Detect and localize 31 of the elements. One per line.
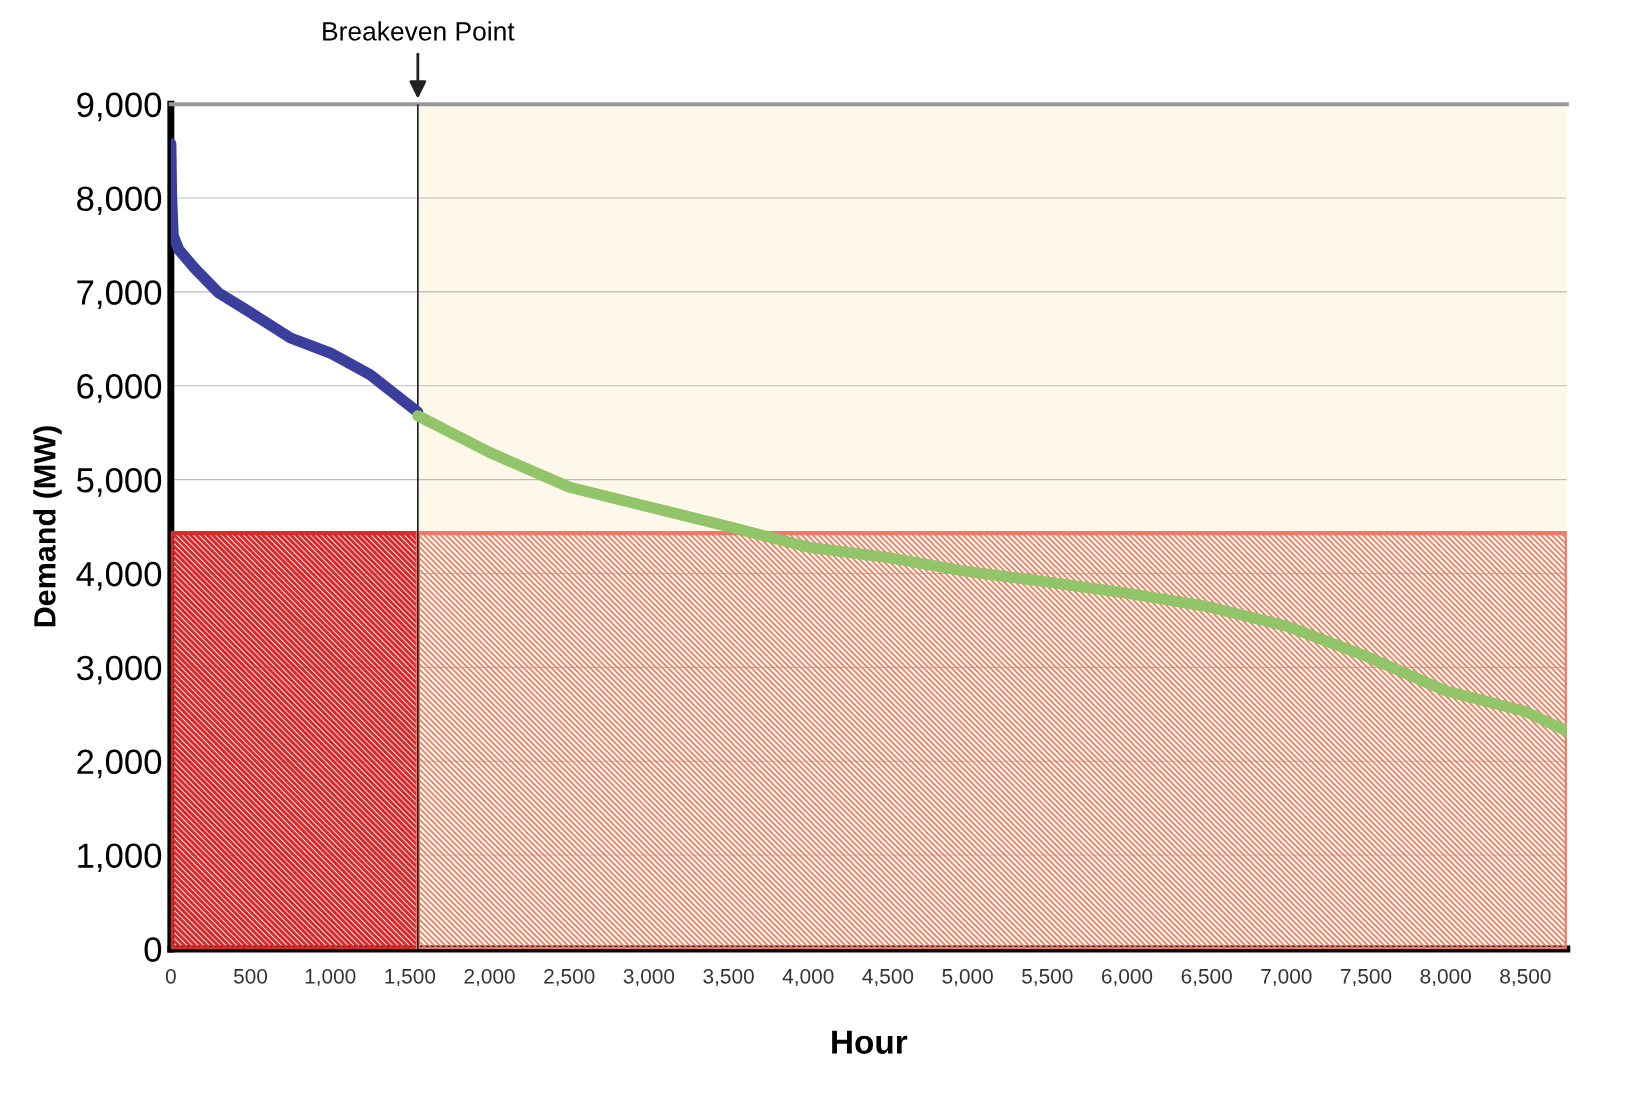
x-tick-label: 3,500 bbox=[703, 968, 754, 987]
y-tick-label: 1,000 bbox=[78, 843, 162, 873]
x-tick-label: 0 bbox=[165, 968, 176, 984]
x-tick-label: 6,500 bbox=[1181, 968, 1232, 987]
x-tick-label: 8,000 bbox=[1420, 968, 1471, 987]
annotation: Breakeven Point bbox=[323, 21, 515, 41]
x-tick-label: 4,000 bbox=[782, 968, 834, 987]
x-tick-label: 5,500 bbox=[1022, 968, 1073, 987]
x-tick-label: 2,500 bbox=[544, 968, 595, 987]
x-tick-label: 5,000 bbox=[942, 968, 993, 987]
y-tick-label: 6,000 bbox=[77, 374, 162, 403]
x-tick-label: 6,000 bbox=[1101, 968, 1153, 987]
y-tick-label: 8,000 bbox=[77, 186, 162, 216]
x-tick-label: 8,500 bbox=[1500, 968, 1551, 987]
y-tick-label: 7,000 bbox=[77, 280, 162, 309]
y-tick-label: 0 bbox=[144, 937, 162, 962]
x-tick-label: 7,500 bbox=[1341, 968, 1392, 987]
x-tick-label: 3,000 bbox=[623, 968, 675, 987]
x-tick-label: 1,500 bbox=[385, 968, 436, 987]
y-tick-label: 9,000 bbox=[77, 92, 162, 122]
x-tick-label: 7,000 bbox=[1261, 968, 1312, 987]
x-axis-title: Hour bbox=[832, 1030, 908, 1054]
y-axis-title: Demand (MW) bbox=[33, 426, 62, 627]
x-tick-label: 500 bbox=[233, 968, 268, 984]
y-tick-label: 4,000 bbox=[76, 561, 162, 591]
x-tick-label: 2,000 bbox=[464, 968, 515, 987]
x-tick-label: 4,500 bbox=[862, 968, 914, 987]
x-tick-label: 1,000 bbox=[305, 968, 356, 987]
y-tick-label: 5,000 bbox=[77, 467, 162, 497]
y-tick-label: 3,000 bbox=[76, 655, 162, 685]
y-tick-label: 2,000 bbox=[77, 749, 162, 779]
